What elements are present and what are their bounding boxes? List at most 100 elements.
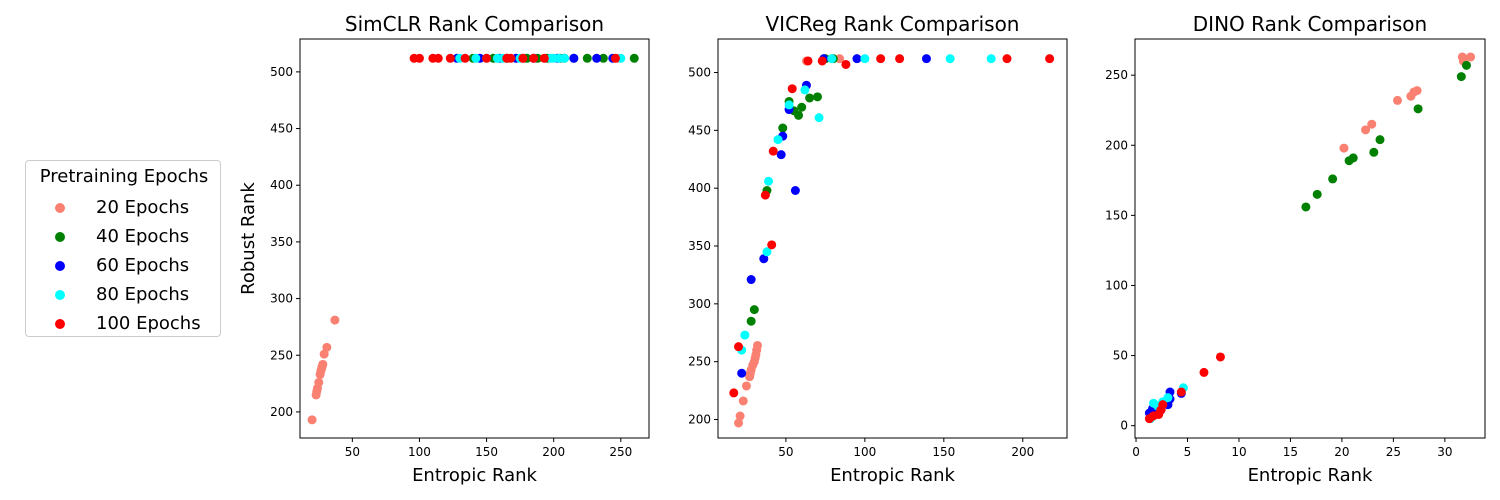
- legend-entry-60-epochs: 60 Epochs: [26, 253, 222, 279]
- chart-title: SimCLR Rank Comparison: [345, 12, 604, 36]
- data-point: [737, 368, 747, 378]
- y-axis-label: Robust Rank: [238, 182, 259, 295]
- y-tick-label: 250: [270, 348, 293, 362]
- x-axis-label: Entropic Rank: [830, 465, 955, 486]
- data-point: [787, 84, 797, 94]
- chart-title: DINO Rank Comparison: [1193, 12, 1427, 36]
- data-point: [482, 53, 492, 63]
- data-point: [794, 110, 804, 120]
- data-point: [1301, 202, 1311, 212]
- data-point: [734, 342, 744, 352]
- data-point: [735, 411, 745, 421]
- series-40-epochs: [1148, 60, 1471, 419]
- data-point: [841, 59, 851, 69]
- series-100-epochs: [729, 54, 1055, 398]
- series-100-epochs: [1144, 352, 1225, 424]
- data-point: [460, 53, 470, 63]
- legend-entry-20-epochs: 20 Epochs: [26, 195, 222, 221]
- legend-label: 60 Epochs: [96, 255, 190, 276]
- x-tick-label: 200: [1011, 445, 1034, 459]
- data-point: [760, 190, 770, 200]
- axes-frame: [717, 38, 1068, 439]
- legend-marker: [55, 203, 65, 213]
- y-tick-label: 300: [270, 292, 293, 306]
- x-tick-label: 25: [1386, 445, 1401, 459]
- data-point: [471, 53, 481, 63]
- axes-frame: [299, 38, 650, 439]
- legend-entry-40-epochs: 40 Epochs: [26, 224, 222, 250]
- x-tick-label: 50: [778, 445, 793, 459]
- x-tick-label: 100: [408, 445, 431, 459]
- data-point: [749, 305, 759, 315]
- data-point: [738, 396, 748, 406]
- data-point: [1369, 147, 1379, 157]
- data-point: [433, 53, 443, 63]
- data-point: [945, 54, 955, 64]
- legend: Pretraining Epochs 20 Epochs 40 Epochs 6…: [25, 160, 221, 337]
- x-tick-label: 200: [542, 445, 565, 459]
- legend-label: 100 Epochs: [96, 313, 201, 334]
- data-point: [921, 54, 931, 64]
- data-point: [860, 54, 870, 64]
- data-point: [1158, 400, 1168, 410]
- y-tick-label: 200: [1105, 138, 1128, 152]
- data-point: [322, 342, 332, 352]
- y-tick-label: 50: [1113, 349, 1128, 363]
- data-point: [767, 240, 777, 250]
- data-point: [764, 176, 774, 186]
- data-point: [740, 330, 750, 340]
- data-point: [752, 340, 762, 350]
- x-axis-label: Entropic Rank: [1248, 465, 1373, 486]
- x-tick-label: 10: [1231, 445, 1246, 459]
- data-point: [746, 275, 756, 285]
- legend-label: 20 Epochs: [96, 197, 190, 218]
- data-point: [307, 415, 317, 425]
- data-point: [734, 418, 744, 428]
- data-point: [895, 54, 905, 64]
- data-point: [592, 53, 602, 63]
- data-point: [817, 56, 827, 66]
- x-tick-label: 50: [345, 445, 360, 459]
- y-tick-label: 500: [270, 65, 293, 79]
- data-point: [330, 315, 340, 325]
- y-tick-label: 150: [1105, 208, 1128, 222]
- data-point: [814, 113, 824, 123]
- legend-marker: [55, 261, 65, 271]
- y-tick-label: 450: [688, 123, 711, 137]
- legend-marker: [55, 319, 65, 329]
- data-point: [803, 56, 813, 66]
- data-point: [759, 254, 769, 264]
- x-tick-label: 250: [609, 445, 632, 459]
- data-point: [741, 381, 751, 391]
- data-point: [598, 53, 608, 63]
- y-tick-label: 200: [688, 412, 711, 426]
- y-tick-label: 350: [270, 235, 293, 249]
- x-axis-label: Entropic Rank: [412, 465, 537, 486]
- y-tick-label: 100: [1105, 278, 1128, 292]
- x-tick-label: 150: [932, 445, 955, 459]
- legend-title: Pretraining Epochs: [39, 166, 209, 187]
- series-80-epochs: [737, 54, 996, 355]
- x-tick-label: 0: [1132, 445, 1140, 459]
- y-tick-label: 250: [688, 355, 711, 369]
- data-point: [1412, 86, 1422, 96]
- data-point: [1199, 367, 1209, 377]
- data-point: [314, 377, 324, 387]
- data-point: [812, 92, 822, 102]
- x-tick-label: 15: [1283, 445, 1298, 459]
- series-60-epochs: [737, 54, 931, 378]
- chart-panel-2: 50 100 150 200 200 250 300 350 400 450 500 VICReg R…: [688, 12, 1068, 486]
- data-point: [852, 54, 862, 64]
- data-point: [1367, 119, 1377, 129]
- data-point: [1413, 104, 1423, 114]
- data-point: [797, 102, 807, 112]
- data-point: [1375, 135, 1385, 145]
- chart-title: VICReg Rank Comparison: [766, 12, 1020, 36]
- x-tick-label: 20: [1334, 445, 1349, 459]
- data-point: [1393, 95, 1402, 105]
- y-tick-label: 250: [1105, 68, 1128, 82]
- data-point: [569, 53, 579, 63]
- data-point: [629, 53, 639, 63]
- data-point: [610, 53, 620, 63]
- data-point: [746, 316, 756, 326]
